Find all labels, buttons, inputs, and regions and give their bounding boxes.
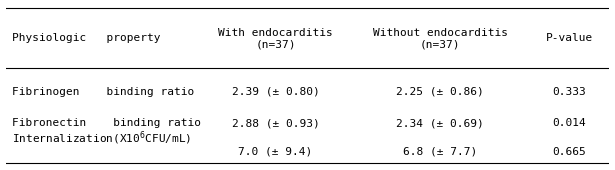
Text: 6.8 (± 7.7): 6.8 (± 7.7)	[403, 147, 477, 157]
Text: Internalization(X10$^{6}$CFU/mL): Internalization(X10$^{6}$CFU/mL)	[12, 130, 191, 147]
Text: 2.88 (± 0.93): 2.88 (± 0.93)	[232, 118, 319, 128]
Text: 0.014: 0.014	[552, 118, 586, 128]
Text: With endocarditis
(n=37): With endocarditis (n=37)	[218, 28, 333, 49]
Text: 0.665: 0.665	[552, 147, 586, 157]
Text: 2.34 (± 0.69): 2.34 (± 0.69)	[396, 118, 484, 128]
Text: 2.25 (± 0.86): 2.25 (± 0.86)	[396, 87, 484, 97]
Text: Physiologic   property: Physiologic property	[12, 33, 161, 43]
Text: Fibrinogen    binding ratio: Fibrinogen binding ratio	[12, 87, 194, 97]
Text: P-value: P-value	[546, 33, 593, 43]
Text: Fibronectin    binding ratio: Fibronectin binding ratio	[12, 118, 201, 128]
Text: Without endocarditis
(n=37): Without endocarditis (n=37)	[373, 28, 507, 49]
Text: 0.333: 0.333	[552, 87, 586, 97]
Text: 7.0 (± 9.4): 7.0 (± 9.4)	[239, 147, 312, 157]
Text: 2.39 (± 0.80): 2.39 (± 0.80)	[232, 87, 319, 97]
